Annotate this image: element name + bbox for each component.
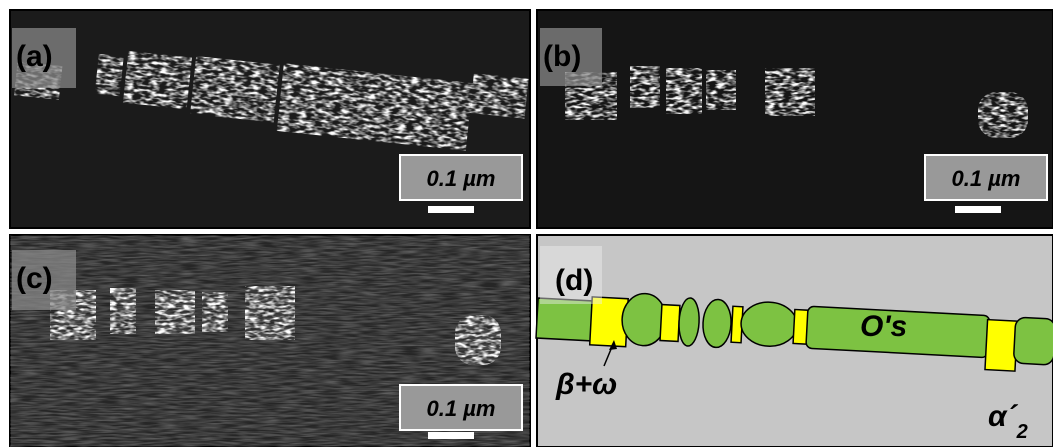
scale-bar-label: 0.1 µm — [952, 166, 1021, 191]
scale-bar — [955, 206, 1001, 213]
phase-label: β+ω — [555, 368, 617, 401]
segment-label: O's — [860, 310, 907, 343]
panel-label: (b) — [543, 40, 581, 73]
panel-b: (b) 0.1 µm — [537, 10, 1053, 228]
panel-d: (d) O's β+ω α´2 — [536, 235, 1053, 447]
panel-label: (c) — [16, 262, 53, 295]
scale-bar — [428, 432, 474, 439]
scale-bar-label: 0.1 µm — [427, 166, 496, 191]
panel-c: (c) 0.1 µm — [10, 235, 530, 447]
panel-label: (a) — [16, 40, 53, 73]
matrix-subscript: 2 — [1016, 421, 1028, 443]
panel-label: (d) — [555, 264, 593, 297]
matrix-symbol: α´ — [988, 400, 1019, 433]
figure: (a) 0.1 µm (b) 0.1 µm — [0, 0, 1053, 447]
scale-bar — [428, 206, 474, 213]
scale-bar-label: 0.1 µm — [427, 396, 496, 421]
panel-a: (a) 0.1 µm — [10, 10, 530, 228]
